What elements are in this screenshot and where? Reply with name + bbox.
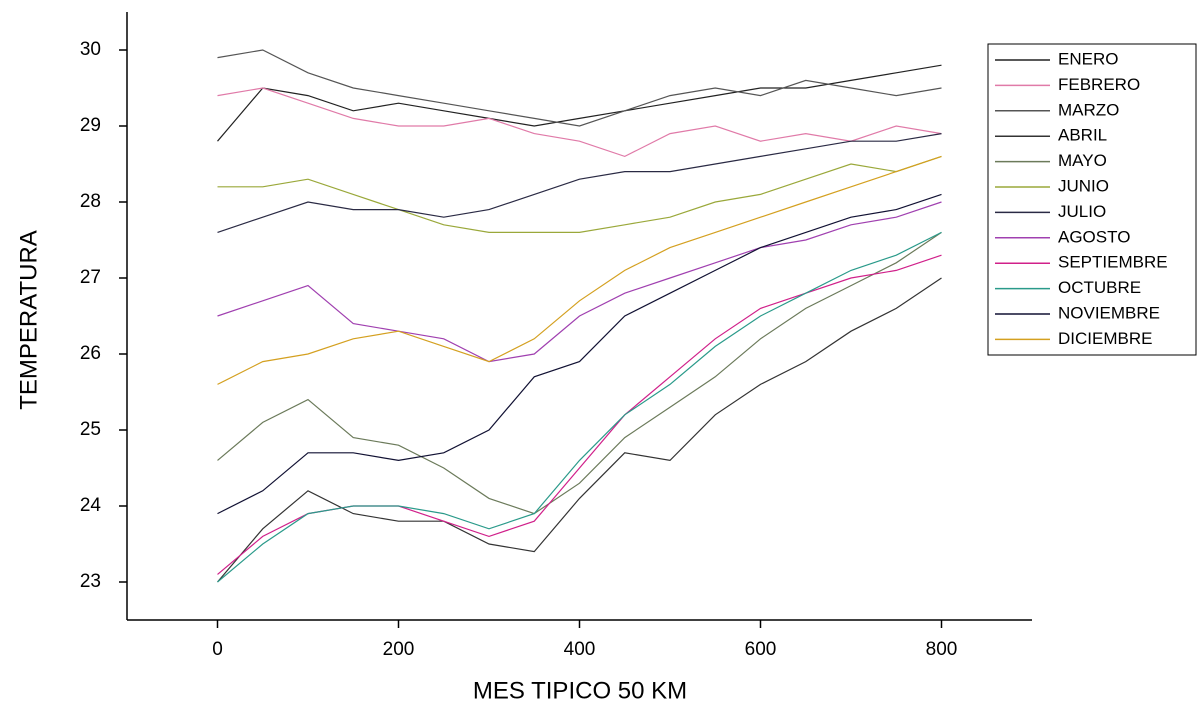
- x-axis-title: MES TIPICO 50 KM: [473, 677, 687, 704]
- series-line: [217, 155, 942, 385]
- legend-label: AGOSTO: [1058, 227, 1130, 246]
- series-line: [217, 155, 942, 233]
- legend-label: NOVIEMBRE: [1058, 303, 1160, 322]
- legend-label: FEBRERO: [1058, 75, 1140, 94]
- series-line: [217, 64, 942, 142]
- series-line: [217, 201, 942, 363]
- y-tick-label: 30: [80, 39, 101, 60]
- series-line: [217, 231, 942, 515]
- legend-label: JULIO: [1058, 202, 1106, 221]
- y-tick-label: 28: [80, 191, 101, 212]
- series-line: [217, 277, 942, 583]
- series-line: [217, 133, 942, 233]
- x-tick-label: 400: [564, 639, 596, 660]
- legend-box: [987, 43, 1197, 356]
- legend-label: MARZO: [1058, 100, 1119, 119]
- y-tick-label: 26: [80, 343, 101, 364]
- legend-label: OCTUBRE: [1058, 278, 1141, 297]
- legend-label: ENERO: [1058, 49, 1118, 68]
- y-axis-title: TEMPERATURA: [15, 230, 42, 410]
- legend-label: MAYO: [1058, 151, 1107, 170]
- y-tick-label: 27: [80, 267, 101, 288]
- legend-label: JUNIO: [1058, 176, 1109, 195]
- series-line: [217, 87, 942, 158]
- y-tick-label: 23: [80, 571, 101, 592]
- x-tick-label: 600: [745, 639, 777, 660]
- series-line: [217, 49, 942, 127]
- x-tick-label: 200: [383, 639, 415, 660]
- series-line: [217, 231, 942, 583]
- x-tick-label: 0: [212, 639, 223, 660]
- y-tick-label: 24: [80, 495, 102, 516]
- x-tick-label: 800: [926, 639, 958, 660]
- legend-label: ABRIL: [1058, 126, 1107, 145]
- y-tick-label: 25: [80, 419, 101, 440]
- y-tick-label: 29: [80, 115, 101, 136]
- legend-label: SEPTIEMBRE: [1058, 253, 1168, 272]
- legend-label: DICIEMBRE: [1058, 329, 1152, 348]
- series-line: [217, 193, 942, 515]
